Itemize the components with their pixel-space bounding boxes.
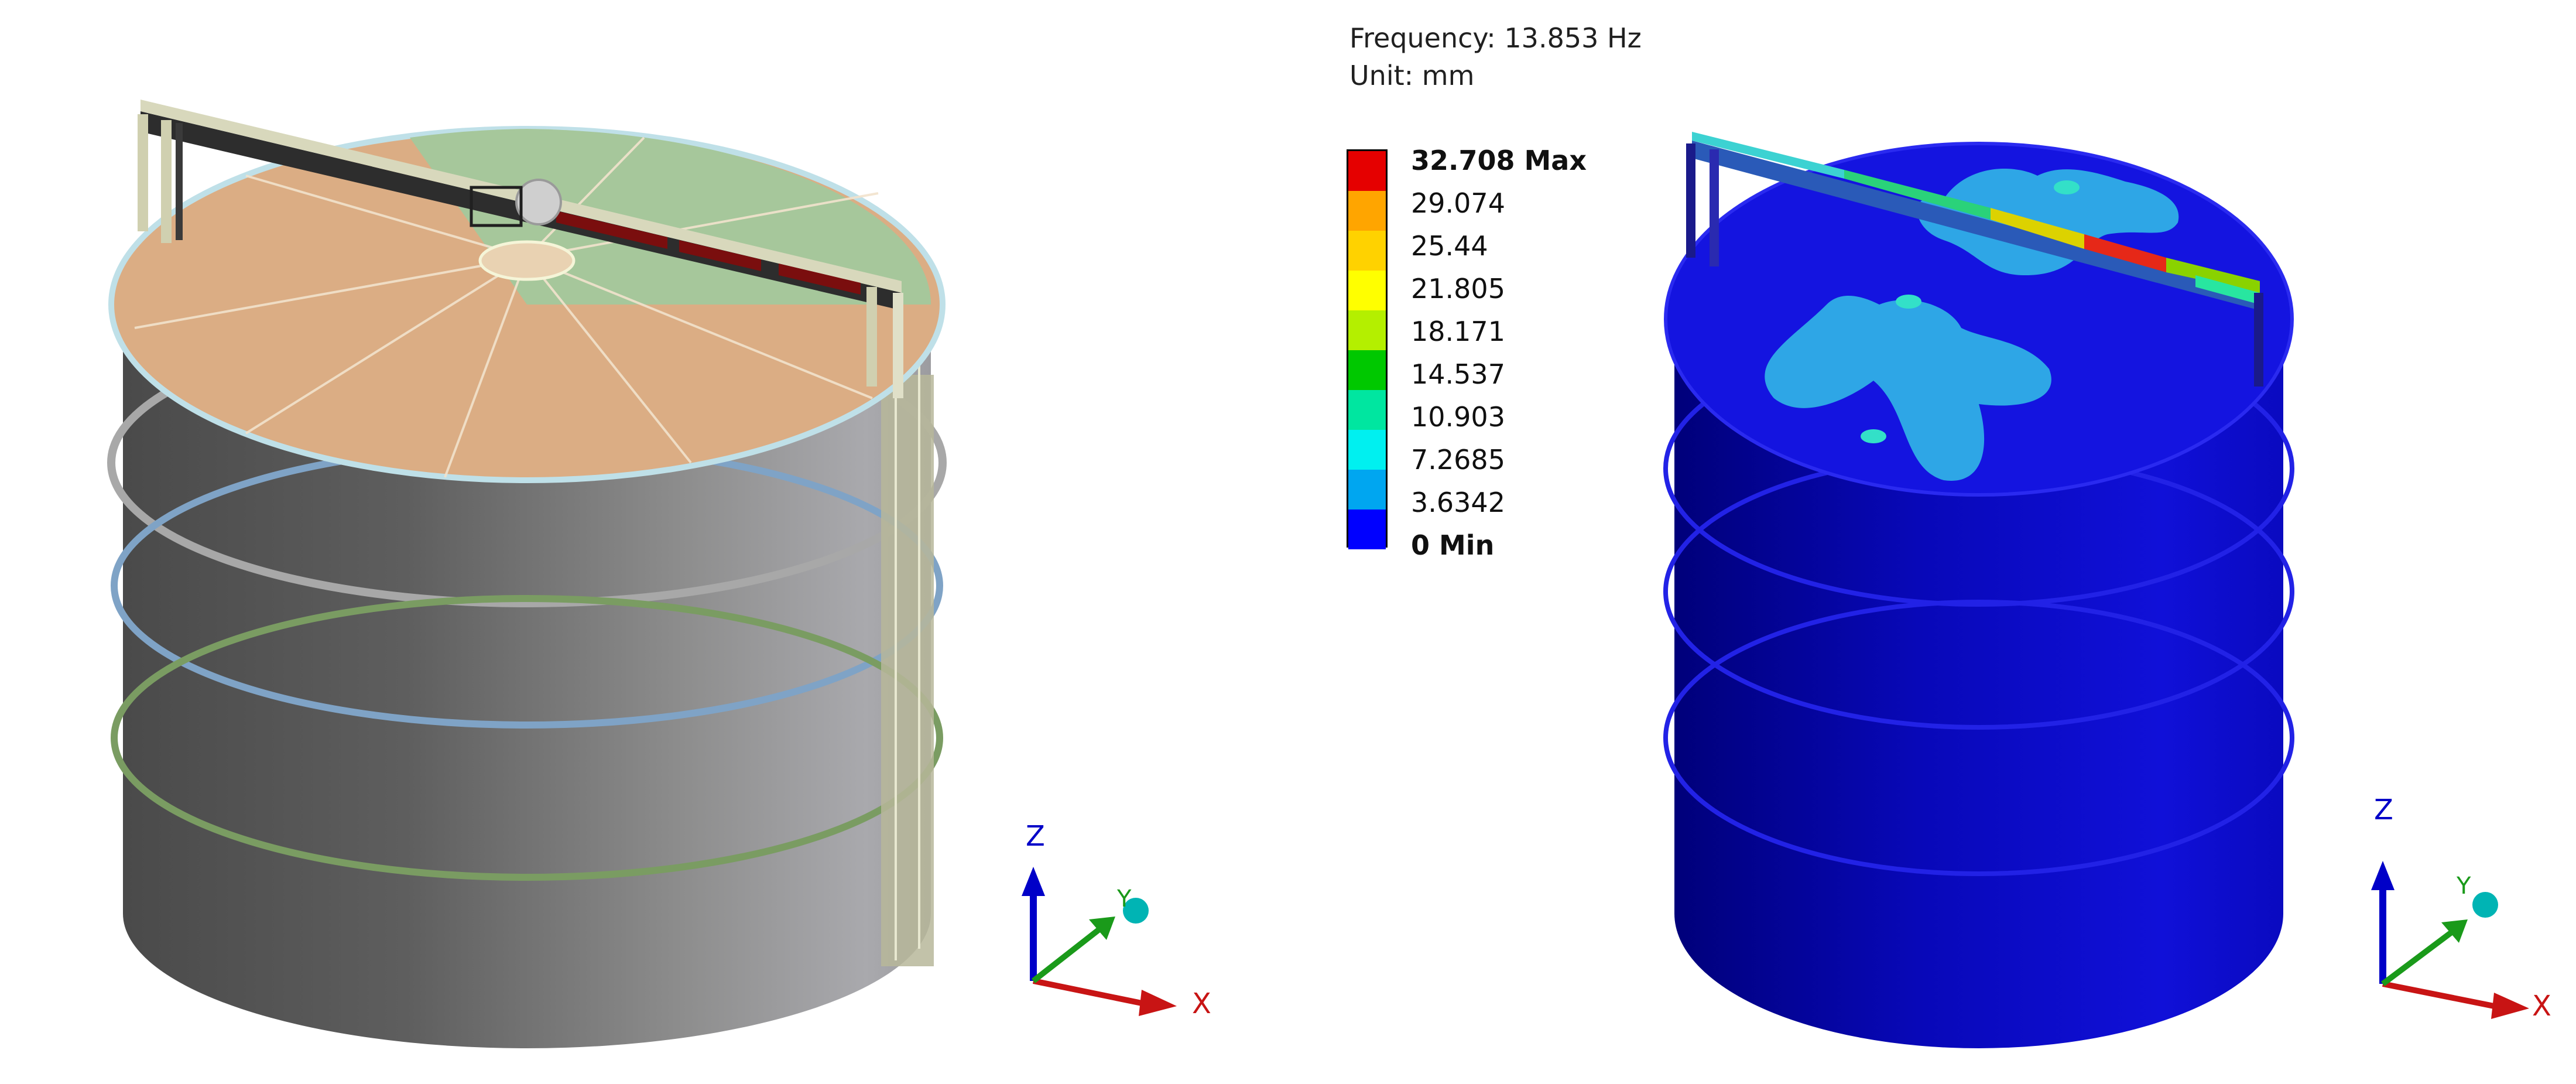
legend-color-band [1348,470,1386,509]
contour-view[interactable] [1581,0,2576,1084]
legend-color-band [1348,271,1386,310]
axis-label-z-left: Z [1026,820,1045,853]
axis-label-y-left: Y [1117,885,1132,912]
legend-color-band [1348,390,1386,430]
legend-label: 3.6342 [1411,487,1505,518]
legend-label: 10.903 [1411,401,1505,433]
legend-color-band [1348,430,1386,470]
geometry-view[interactable] [0,0,1288,1084]
color-legend [1347,149,1388,549]
legend-label: 21.805 [1411,273,1505,305]
bridge-truss-right [1686,132,2263,387]
legend-color-band [1348,350,1386,390]
legend-color-band [1348,231,1386,271]
legend-color-band [1348,509,1386,549]
legend-label: 32.708 Max [1411,145,1587,176]
legend-color-band [1348,191,1386,231]
legend-label: 18.171 [1411,316,1505,347]
axis-label-y-right: Y [2457,873,2471,900]
tank-shell-left [107,310,947,1048]
legend-label: 7.2685 [1411,444,1505,476]
tank-roof-right [1664,142,2294,497]
axis-triad-right [2371,861,2529,1019]
tank-shell-right [1663,316,2294,1048]
bridge-truss-left [138,100,903,398]
axis-label-z-right: Z [2374,794,2393,826]
legend-label: 14.537 [1411,358,1505,390]
axis-label-x-right: X [2532,990,2551,1023]
legend-label: 25.44 [1411,230,1488,262]
legend-label: 29.074 [1411,187,1505,219]
axis-label-x-left: X [1192,987,1211,1020]
unit-text: Unit: mm [1349,60,1475,91]
axis-triad-left [1022,867,1177,1016]
legend-label: 0 Min [1411,529,1495,561]
legend-color-band [1348,151,1386,191]
frequency-text: Frequency: 13.853 Hz [1349,22,1642,54]
legend-color-band [1348,310,1386,350]
tank-roof-left [108,126,946,483]
